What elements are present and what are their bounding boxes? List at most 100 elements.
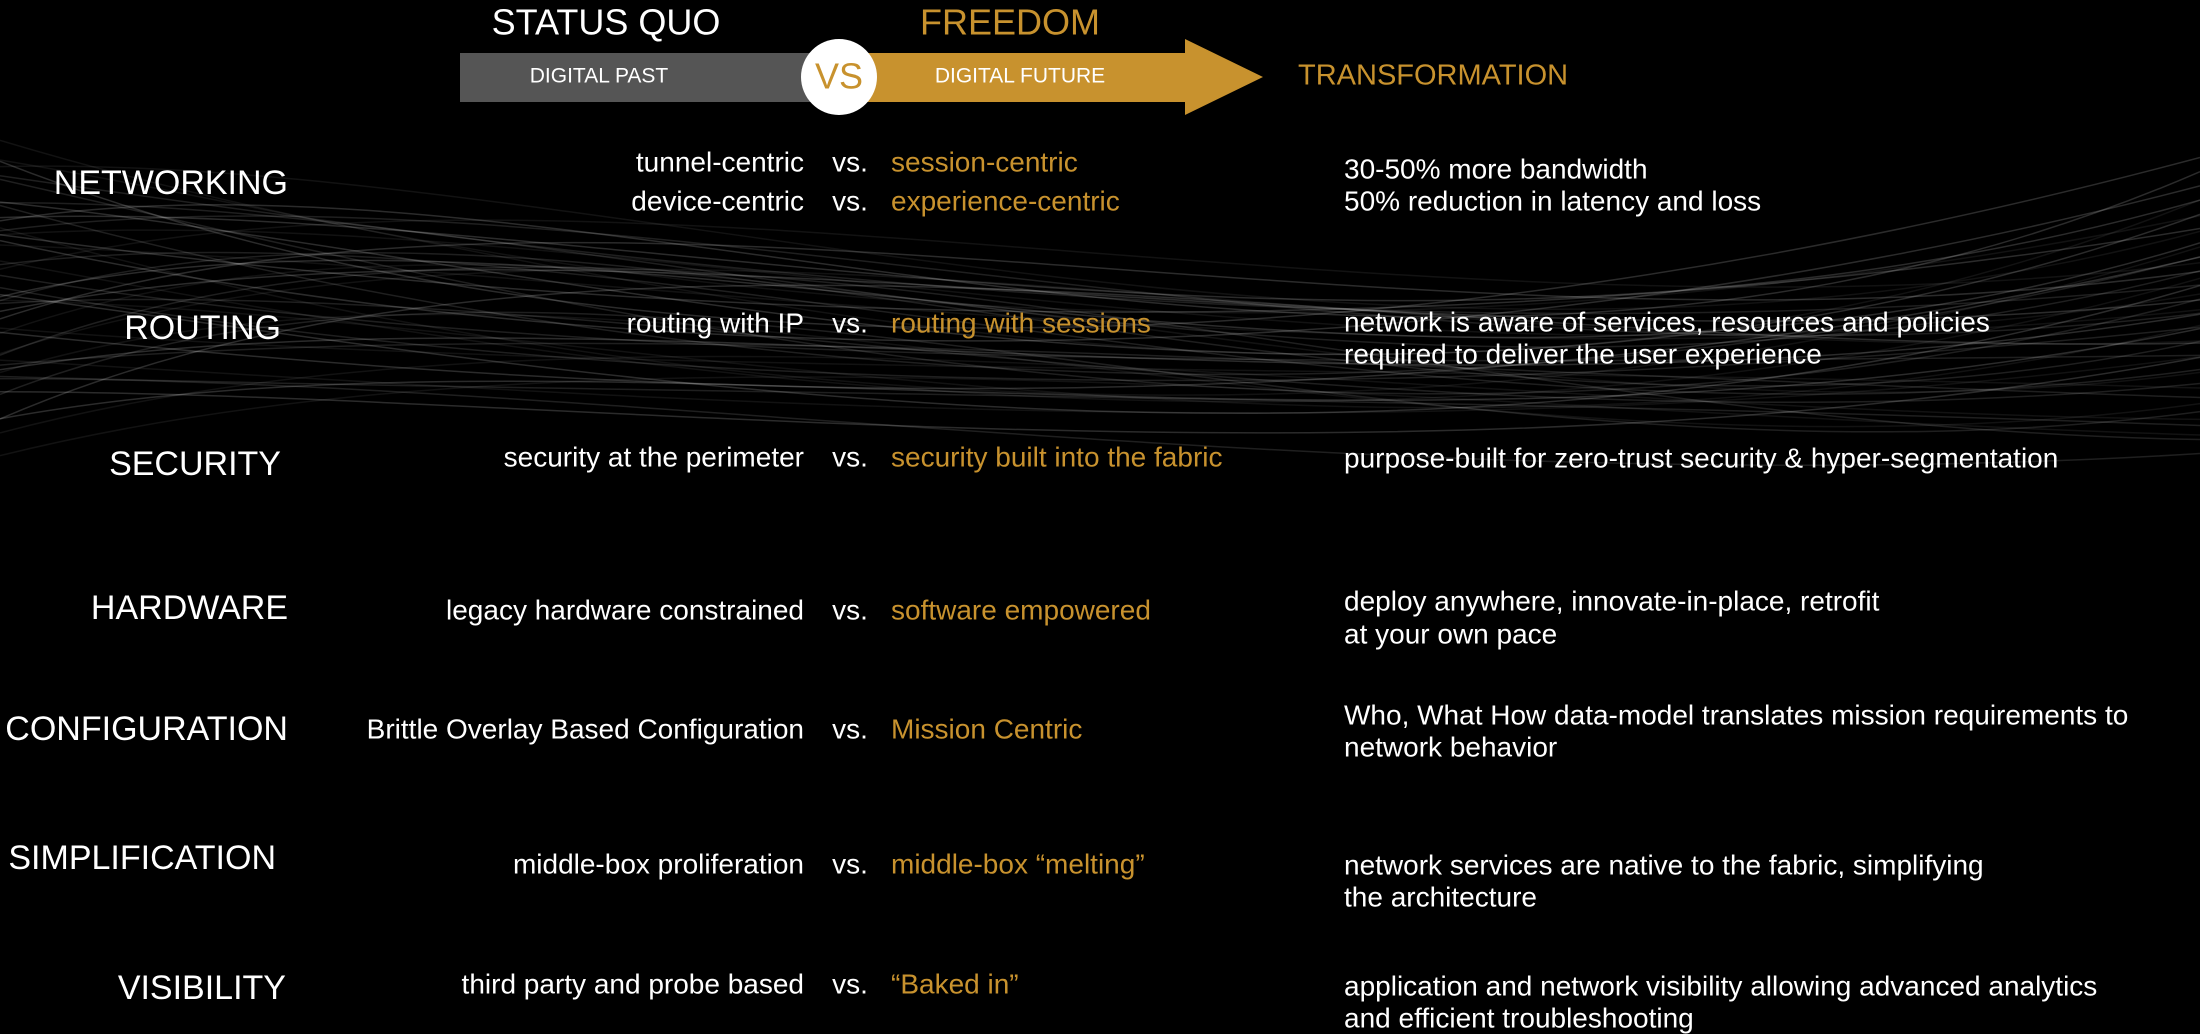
wave (0, 170, 2200, 318)
wave (0, 313, 2200, 371)
vs-text: vs. (832, 146, 868, 177)
transformation-text: 50% reduction in latency and loss (1344, 185, 1761, 216)
wave (0, 263, 2200, 393)
past-text: middle-box proliferation (513, 848, 804, 879)
transformation-heading: TRANSFORMATION (1298, 60, 1568, 92)
rows: NETWORKING tunnel-centric vs. session-centr… (5, 146, 2128, 1033)
row-label: ROUTING (124, 309, 281, 347)
wave (0, 241, 2200, 320)
wave (0, 227, 2200, 313)
wave (0, 202, 2200, 348)
wave (0, 165, 2200, 311)
wave (0, 274, 2200, 362)
transformation-text: application and network visibility allow… (1344, 970, 2097, 1001)
vs-text: vs. (832, 594, 868, 625)
wave (0, 266, 2200, 441)
future-text: “Baked in” (891, 968, 1019, 999)
past-text: security at the perimeter (504, 441, 804, 472)
past-text: tunnel-centric (636, 146, 804, 177)
wave (0, 139, 2200, 314)
vs-text: vs. (832, 848, 868, 879)
wave (0, 229, 2200, 337)
transformation-text: purpose-built for zero-trust security & … (1344, 442, 2058, 473)
wave (0, 355, 2200, 414)
past-text: device-centric (631, 185, 804, 216)
wave (0, 199, 2200, 302)
wave (0, 269, 2200, 322)
row-label: NETWORKING (54, 164, 288, 202)
future-text: security built into the fabric (891, 441, 1223, 472)
transformation-text: 30-50% more bandwidth (1344, 153, 1648, 184)
wave (0, 286, 2200, 382)
wave (0, 242, 2200, 339)
future-text: Mission Centric (891, 713, 1082, 744)
transformation-text: Who, What How data-model translates miss… (1344, 699, 2128, 730)
transformation-text: at your own pace (1344, 618, 1557, 649)
row-label: HARDWARE (91, 589, 288, 627)
wave (0, 377, 2200, 467)
wave (0, 256, 2200, 390)
wave (0, 174, 2200, 315)
vs-badge: VS (815, 56, 863, 97)
wave (0, 376, 2200, 457)
wave (0, 244, 2200, 340)
wave (0, 311, 2200, 433)
past-text: routing with IP (627, 307, 804, 338)
future-text: routing with sessions (891, 307, 1151, 338)
wave (0, 156, 2200, 329)
future-text: experience-centric (891, 185, 1120, 216)
wave (0, 284, 2200, 420)
wave (0, 227, 2200, 396)
freedom: FREEDOM (920, 2, 1100, 43)
vs-text: vs. (832, 713, 868, 744)
wave (0, 356, 2200, 434)
digital-past: DIGITAL PAST (530, 65, 669, 88)
vs-circle (801, 39, 877, 115)
row-label: CONFIGURATION (5, 710, 288, 748)
row-label: SIMPLIFICATION (8, 839, 276, 877)
wave (0, 327, 2200, 389)
row-label: SECURITY (109, 445, 281, 483)
vs-text: vs. (832, 185, 868, 216)
wave (0, 298, 2200, 404)
status-quo: STATUS QUO (492, 2, 721, 43)
digital-future: DIGITAL FUTURE (935, 65, 1105, 88)
transformation-text: and efficient troubleshooting (1344, 1002, 1694, 1033)
future-arrow (842, 39, 1263, 115)
future-text: middle-box “melting” (891, 848, 1145, 879)
future-text: session-centric (891, 146, 1078, 177)
vs-text: vs. (832, 441, 868, 472)
wave (0, 159, 2200, 356)
future-text: software empowered (891, 594, 1151, 625)
wave (0, 268, 2200, 355)
row-label: VISIBILITY (118, 969, 286, 1007)
transformation-text: network behavior (1344, 731, 1557, 762)
wave (0, 327, 2200, 420)
wave (0, 219, 2200, 288)
wave (0, 201, 2200, 356)
wave (0, 204, 2200, 376)
vs-text: vs. (832, 307, 868, 338)
wave (0, 251, 2200, 395)
past-text: legacy hardware constrained (446, 594, 804, 625)
wave (0, 260, 2200, 403)
wave (0, 375, 2200, 427)
wave (0, 178, 2200, 395)
wave (0, 284, 2200, 414)
wave (0, 185, 2200, 342)
waves (0, 139, 2200, 467)
transformation-text: network is aware of services, resources … (1344, 306, 1990, 337)
transformation-text: required to deliver the user experience (1344, 338, 1822, 369)
past-text: Brittle Overlay Based Configuration (367, 713, 804, 744)
past-text: third party and probe based (462, 968, 804, 999)
transformation-text: network services are native to the fabri… (1344, 849, 1984, 880)
wave (0, 313, 2200, 428)
wave (0, 215, 2200, 337)
wave (0, 299, 2200, 409)
wave (0, 342, 2200, 399)
wave (0, 252, 2200, 387)
vs-text: vs. (832, 968, 868, 999)
past-bar (460, 53, 842, 102)
